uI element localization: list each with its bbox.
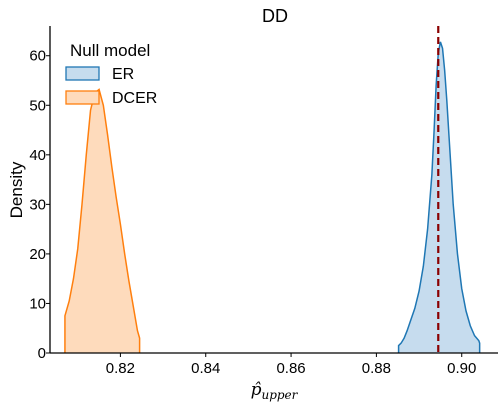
legend-swatch-er (65, 66, 100, 81)
series-dcer-line (64, 88, 141, 353)
legend: Null model ER DCER (65, 41, 157, 107)
series-layer (64, 41, 481, 353)
x-tick-label: 0.86 (276, 360, 305, 377)
x-tick-label: 0.84 (191, 360, 220, 377)
x-tick-labels: 0.82 0.84 0.86 0.88 0.90 (106, 353, 476, 377)
x-tick-label: 0.82 (106, 360, 135, 377)
series-dcer-area (64, 89, 140, 353)
y-tick-label: 0 (38, 345, 46, 362)
y-tick-label: 10 (29, 295, 46, 312)
chart-title: DD (262, 6, 288, 26)
series-er-line (397, 41, 481, 353)
y-tick-label: 40 (29, 147, 46, 164)
axes (49, 26, 498, 354)
y-tick-label: 50 (29, 97, 46, 114)
x-axis-label-main: p̂ (251, 380, 262, 400)
y-tick-labels: 0 10 20 30 40 50 60 (29, 48, 50, 362)
y-tick-label: 60 (29, 48, 46, 65)
legend-label-dcer: DCER (112, 90, 157, 107)
legend-title: Null model (70, 41, 150, 60)
y-tick-label: 30 (29, 196, 46, 213)
legend-swatch-dcer (65, 90, 100, 105)
x-tick-label: 0.88 (362, 360, 391, 377)
y-tick-label: 20 (29, 246, 46, 263)
x-tick-label: 0.90 (447, 360, 476, 377)
legend-label-er: ER (112, 66, 134, 83)
y-axis-label: Density (7, 161, 26, 218)
x-axis-label: p̂upper (251, 380, 299, 402)
x-axis-label-subscript: upper (261, 388, 298, 402)
